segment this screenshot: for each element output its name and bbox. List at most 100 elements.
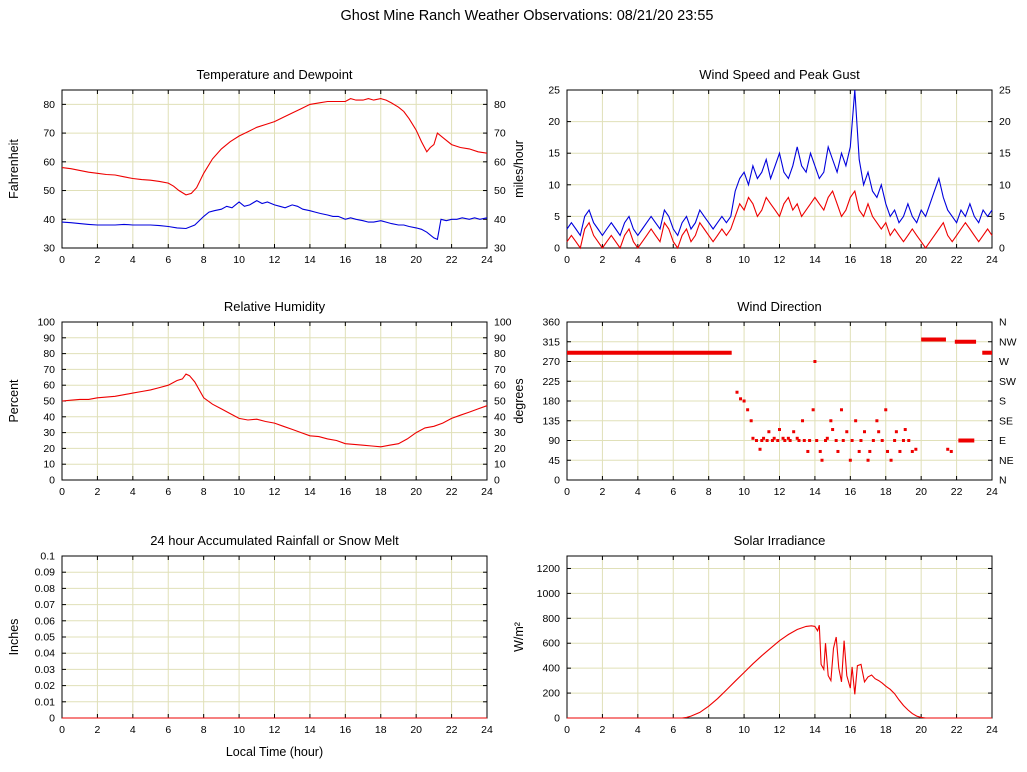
scatter-point (792, 430, 796, 434)
y-tick-label: 0.02 (35, 680, 56, 692)
x-tick-label: 16 (339, 486, 351, 498)
y-tick-label: 0 (49, 713, 55, 725)
y-tick-label: 50 (43, 396, 55, 408)
x-tick-label: 10 (233, 486, 245, 498)
x-tick-label: 14 (809, 254, 821, 266)
scatter-point (848, 458, 852, 462)
y-tick-label: 70 (43, 364, 55, 376)
x-tick-label: 24 (986, 254, 998, 266)
x-tick-label: 6 (670, 254, 676, 266)
x-tick-label: 18 (375, 724, 387, 736)
y-tick-label: 0 (554, 713, 560, 725)
y-tick-label: 0.1 (40, 551, 55, 563)
y-tick-label-right: 10 (494, 459, 506, 471)
x-tick-label: 18 (375, 254, 387, 266)
x-tick-label: 4 (130, 254, 136, 266)
scatter-point (735, 390, 739, 394)
compass-label: SW (999, 376, 1016, 388)
compass-label: NE (999, 455, 1014, 467)
scatter-point (903, 428, 907, 432)
y-axis-label: Fahrenheit (7, 139, 21, 199)
y-tick-label: 15 (548, 148, 560, 160)
scatter-point (820, 458, 824, 462)
y-tick-label: 0.04 (35, 648, 56, 660)
scatter-point (781, 436, 785, 440)
x-tick-label: 22 (446, 724, 458, 736)
x-tick-label: 22 (951, 254, 963, 266)
scatter-point (742, 399, 746, 403)
scatter-point (949, 449, 953, 453)
y-tick-label: 1200 (537, 563, 561, 575)
y-tick-label: 50 (43, 185, 55, 197)
scatter-point (898, 449, 902, 453)
series-line-temperature (61, 98, 488, 196)
x-tick-label: 24 (986, 486, 998, 498)
y-tick-label-right: 80 (494, 348, 506, 360)
x-tick-label: 20 (410, 724, 422, 736)
y-axis-label: miles/hour (512, 140, 526, 198)
scatter-point (854, 419, 858, 423)
scatter-point (850, 439, 854, 442)
scatter-point (808, 439, 812, 442)
scatter-point (751, 436, 755, 440)
y-tick-label: 60 (43, 380, 55, 392)
chart-title: Wind Speed and Peak Gust (699, 67, 860, 82)
scatter-point (786, 436, 790, 440)
x-tick-label: 4 (130, 724, 136, 736)
y-tick-label: 0 (554, 243, 560, 255)
x-tick-label: 14 (304, 724, 316, 736)
x-tick-label: 0 (59, 254, 65, 266)
x-tick-label: 2 (94, 486, 100, 498)
scatter-point (818, 449, 822, 453)
x-axis-label: Local Time (hour) (226, 745, 323, 759)
scatter-point (834, 439, 838, 442)
chart-title: Relative Humidity (224, 299, 326, 314)
y-tick-label-right: 0 (494, 475, 500, 487)
compass-label: W (999, 356, 1009, 368)
scatter-point (762, 436, 766, 440)
compass-label: N (999, 317, 1007, 329)
scatter-point (884, 408, 888, 412)
y-tick-label: 600 (542, 638, 560, 650)
y-tick-label: 400 (542, 663, 560, 675)
scatter-point (758, 447, 762, 451)
y-tick-label-right: 5 (999, 211, 1005, 223)
scatter-point (760, 439, 764, 442)
scatter-point (831, 428, 835, 432)
scatter-point (877, 430, 881, 434)
series-line-relative-humidity (61, 373, 488, 448)
x-tick-label: 20 (915, 254, 927, 266)
y-tick-label: 0.08 (35, 583, 56, 595)
y-tick-label-right: 90 (494, 332, 506, 344)
x-tick-label: 8 (706, 486, 712, 498)
y-tick-label: 200 (542, 688, 560, 700)
scatter-point (866, 458, 870, 462)
y-tick-label: 0.05 (35, 632, 56, 644)
y-tick-label-right: 20 (999, 116, 1011, 128)
scatter-point (901, 439, 905, 442)
x-tick-label: 0 (564, 724, 570, 736)
x-tick-label: 14 (809, 486, 821, 498)
y-tick-label: 360 (542, 317, 560, 329)
scatter-point (825, 436, 829, 440)
scatter-point (815, 439, 819, 442)
scatter-point (914, 447, 918, 451)
page-title: Ghost Mine Ranch Weather Observations: 0… (340, 8, 714, 24)
x-tick-label: 0 (564, 486, 570, 498)
scatter-point (811, 408, 815, 412)
x-tick-label: 4 (130, 486, 136, 498)
x-tick-label: 4 (635, 724, 641, 736)
y-tick-label: 20 (43, 443, 55, 455)
y-tick-label: 45 (548, 455, 560, 467)
y-tick-label-right: 10 (999, 179, 1011, 191)
x-tick-label: 8 (706, 254, 712, 266)
scatter-point (863, 430, 866, 434)
scatter-point (749, 419, 753, 423)
y-tick-label: 10 (43, 459, 55, 471)
y-tick-label-right: 60 (494, 156, 506, 168)
y-axis-label: W/m² (512, 622, 526, 652)
x-tick-label: 8 (201, 486, 207, 498)
